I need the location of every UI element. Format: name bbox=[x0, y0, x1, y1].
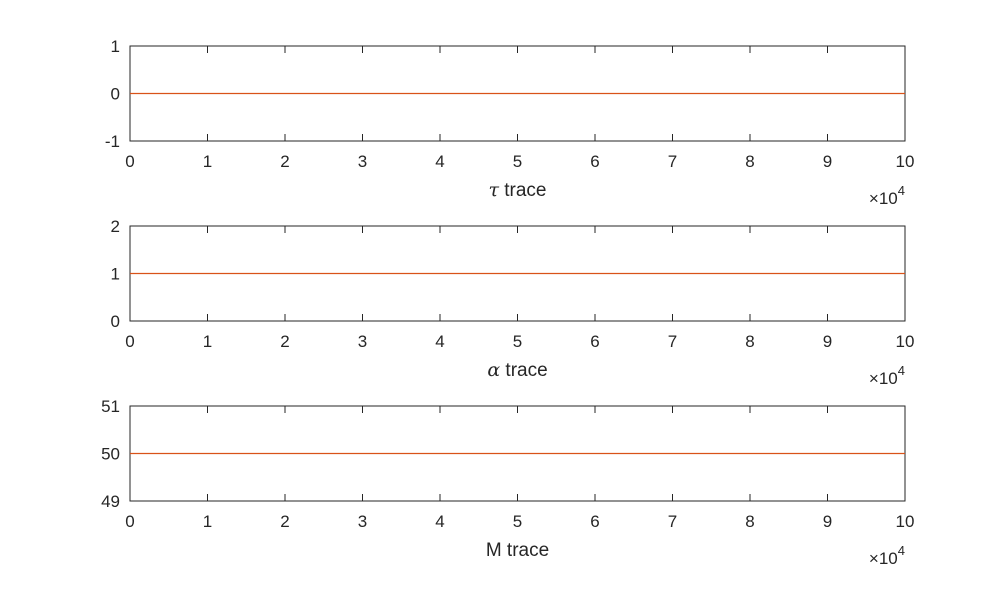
x-tick-label: 4 bbox=[435, 512, 444, 531]
x-tick-label: 1 bbox=[203, 512, 212, 531]
x-tick-label: 3 bbox=[358, 512, 367, 531]
x-exponent-power: 4 bbox=[898, 183, 905, 198]
x-tick-label: 9 bbox=[823, 512, 832, 531]
x-tick-label: 8 bbox=[745, 152, 754, 171]
x-tick-label: 4 bbox=[435, 152, 444, 171]
x-exponent-power: 4 bbox=[898, 363, 905, 378]
x-exponent-label: ×104 bbox=[869, 183, 905, 208]
y-tick-label: 50 bbox=[101, 445, 120, 464]
x-tick-label: 8 bbox=[745, 512, 754, 531]
y-tick-label: 2 bbox=[111, 217, 120, 236]
y-tick-label: -1 bbox=[105, 132, 120, 151]
x-tick-label: 3 bbox=[358, 152, 367, 171]
x-tick-label: 0 bbox=[125, 512, 134, 531]
y-tick-label: 1 bbox=[111, 265, 120, 284]
x-tick-label: 2 bbox=[280, 332, 289, 351]
x-tick-label: 0 bbox=[125, 152, 134, 171]
x-tick-label: 10 bbox=[896, 152, 915, 171]
x-tick-label: 3 bbox=[358, 332, 367, 351]
x-tick-label: 4 bbox=[435, 332, 444, 351]
x-tick-label: 9 bbox=[823, 152, 832, 171]
x-axis-title-text: trace bbox=[499, 180, 547, 201]
x-exponent-base: ×10 bbox=[869, 189, 898, 208]
x-tick-label: 5 bbox=[513, 332, 522, 351]
x-tick-label: 10 bbox=[896, 332, 915, 351]
x-tick-label: 6 bbox=[590, 332, 599, 351]
x-tick-label: 7 bbox=[668, 152, 677, 171]
y-tick-label: 0 bbox=[111, 312, 120, 331]
x-axis-title: τ trace bbox=[488, 179, 546, 201]
x-tick-label: 7 bbox=[668, 512, 677, 531]
x-tick-label: 1 bbox=[203, 152, 212, 171]
x-tick-label: 5 bbox=[513, 152, 522, 171]
x-exponent-base: ×10 bbox=[869, 549, 898, 568]
x-tick-label: 9 bbox=[823, 332, 832, 351]
y-tick-label: 51 bbox=[101, 397, 120, 416]
x-exponent-label: ×104 bbox=[869, 363, 905, 388]
x-axis-title-symbol: τ bbox=[488, 179, 499, 201]
x-axis-title: M trace bbox=[486, 540, 549, 561]
x-exponent-label: ×104 bbox=[869, 543, 905, 568]
x-tick-label: 7 bbox=[668, 332, 677, 351]
x-axis-title-symbol: α bbox=[487, 359, 500, 381]
x-tick-label: 6 bbox=[590, 152, 599, 171]
x-tick-label: 5 bbox=[513, 512, 522, 531]
x-exponent-power: 4 bbox=[898, 543, 905, 558]
x-tick-label: 6 bbox=[590, 512, 599, 531]
x-axis-title-text: M trace bbox=[486, 540, 549, 561]
x-tick-label: 2 bbox=[280, 512, 289, 531]
x-tick-label: 2 bbox=[280, 152, 289, 171]
y-tick-label: 1 bbox=[111, 37, 120, 56]
x-tick-label: 10 bbox=[896, 512, 915, 531]
x-axis-title: α trace bbox=[487, 359, 547, 381]
x-tick-label: 1 bbox=[203, 332, 212, 351]
y-tick-label: 0 bbox=[111, 85, 120, 104]
x-axis-title-text: trace bbox=[500, 360, 548, 381]
x-tick-label: 8 bbox=[745, 332, 754, 351]
x-exponent-base: ×10 bbox=[869, 369, 898, 388]
y-tick-label: 49 bbox=[101, 492, 120, 511]
x-tick-label: 0 bbox=[125, 332, 134, 351]
